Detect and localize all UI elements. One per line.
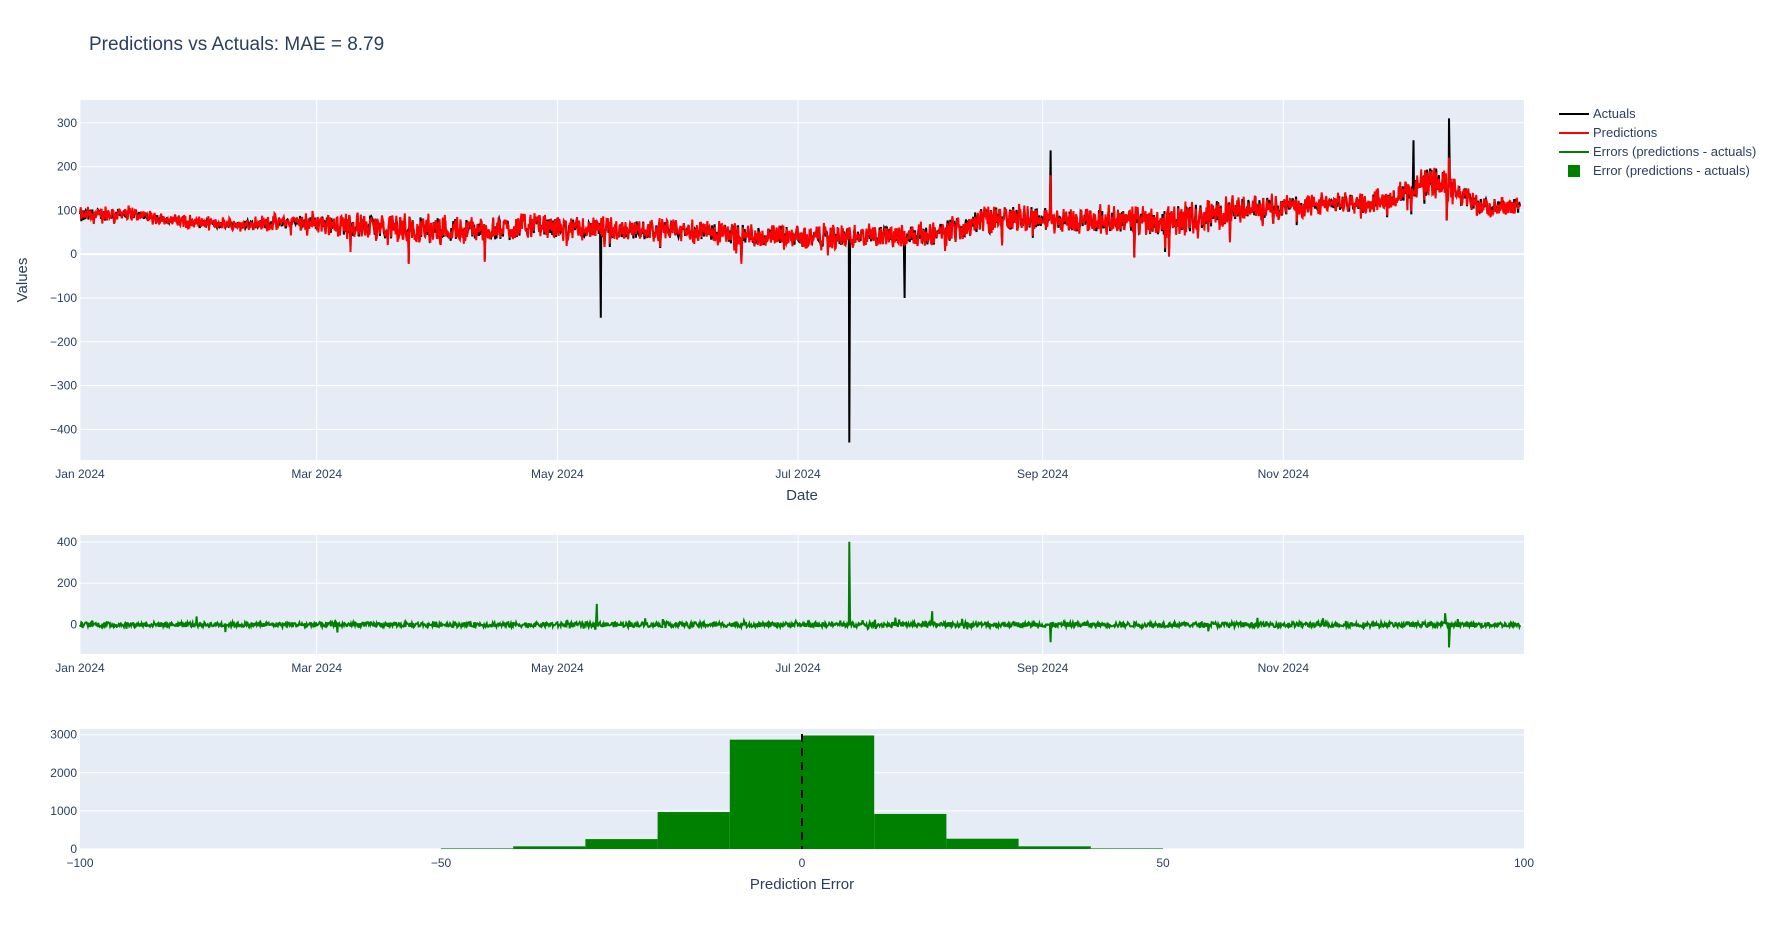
legend-label: Predictions [1593, 125, 1658, 140]
x-tick-label: Mar 2024 [291, 467, 342, 481]
x-tick-label: −50 [431, 856, 452, 870]
y-tick-label: −100 [50, 291, 77, 305]
error-plot[interactable]: Jan 2024 Mar 2024 May 2024 Jul 2024 Sep 2024… [55, 535, 1524, 675]
histogram-bar [585, 839, 658, 849]
histogram-bar [513, 846, 586, 849]
x-tick-label: Jul 2024 [775, 661, 821, 675]
chart-title: Predictions vs Actuals: MAE = 8.79 [89, 34, 384, 55]
y-axis-title: Values [14, 258, 31, 303]
errors-line [79, 541, 1522, 648]
y-tick-label: 0 [70, 842, 77, 856]
x-tick-label: May 2024 [531, 467, 584, 481]
y-tick-label: 0 [70, 618, 77, 632]
legend-label: Error (predictions - actuals) [1593, 163, 1750, 178]
histogram-bar [729, 739, 802, 849]
x-tick-label: Sep 2024 [1017, 467, 1069, 481]
x-tick-label: −100 [66, 856, 93, 870]
histogram-bar [441, 848, 514, 849]
error-plot-background [80, 535, 1524, 654]
x-tick-label: Nov 2024 [1258, 661, 1310, 675]
legend-item[interactable]: Predictions [1559, 125, 1658, 140]
histogram-bar [946, 838, 1019, 849]
predictions-line [79, 157, 1521, 265]
histogram-bar [1090, 848, 1163, 849]
y-tick-label: 2000 [50, 766, 77, 780]
y-tick-label: −400 [50, 422, 77, 436]
x-tick-label: Sep 2024 [1017, 661, 1069, 675]
x-tick-label: Jul 2024 [775, 467, 821, 481]
histogram-x-axis-title: Prediction Error [750, 876, 854, 893]
legend-item[interactable]: Error (predictions - actuals) [1568, 163, 1750, 178]
main-plot[interactable]: Jan 2024 Mar 2024 May 2024 Jul 2024 Sep 2024… [50, 100, 1524, 481]
legend-item[interactable]: Errors (predictions - actuals) [1559, 144, 1756, 159]
x-axis-title: Date [786, 487, 818, 504]
histogram-bar [1018, 846, 1091, 849]
y-tick-label: −200 [50, 335, 77, 349]
y-tick-label: 100 [57, 203, 77, 217]
x-tick-label: 50 [1156, 856, 1170, 870]
y-tick-label: 200 [57, 160, 77, 174]
y-tick-label: 3000 [50, 728, 77, 742]
legend-item[interactable]: Actuals [1559, 106, 1636, 121]
main-plot-background [80, 100, 1524, 460]
x-tick-label: 100 [1514, 856, 1534, 870]
y-tick-label: 300 [57, 116, 77, 130]
y-tick-label: 200 [57, 576, 77, 590]
y-tick-label: 1000 [50, 804, 77, 818]
histogram-bar [874, 813, 947, 849]
x-tick-label: Nov 2024 [1258, 467, 1310, 481]
y-tick-label: 0 [70, 247, 77, 261]
x-tick-label: Mar 2024 [291, 661, 342, 675]
legend[interactable]: Actuals Predictions Errors (predictions - … [1559, 106, 1756, 178]
y-tick-label: −300 [50, 379, 77, 393]
x-tick-label: 0 [799, 856, 806, 870]
x-tick-label: May 2024 [531, 661, 584, 675]
legend-label: Actuals [1593, 106, 1636, 121]
x-tick-label: Jan 2024 [55, 661, 105, 675]
legend-label: Errors (predictions - actuals) [1593, 144, 1756, 159]
histogram-bar [802, 735, 875, 849]
legend-square-icon [1568, 165, 1580, 177]
x-tick-label: Jan 2024 [55, 467, 105, 481]
histogram-bar [657, 812, 730, 849]
y-tick-label: 400 [57, 535, 77, 549]
